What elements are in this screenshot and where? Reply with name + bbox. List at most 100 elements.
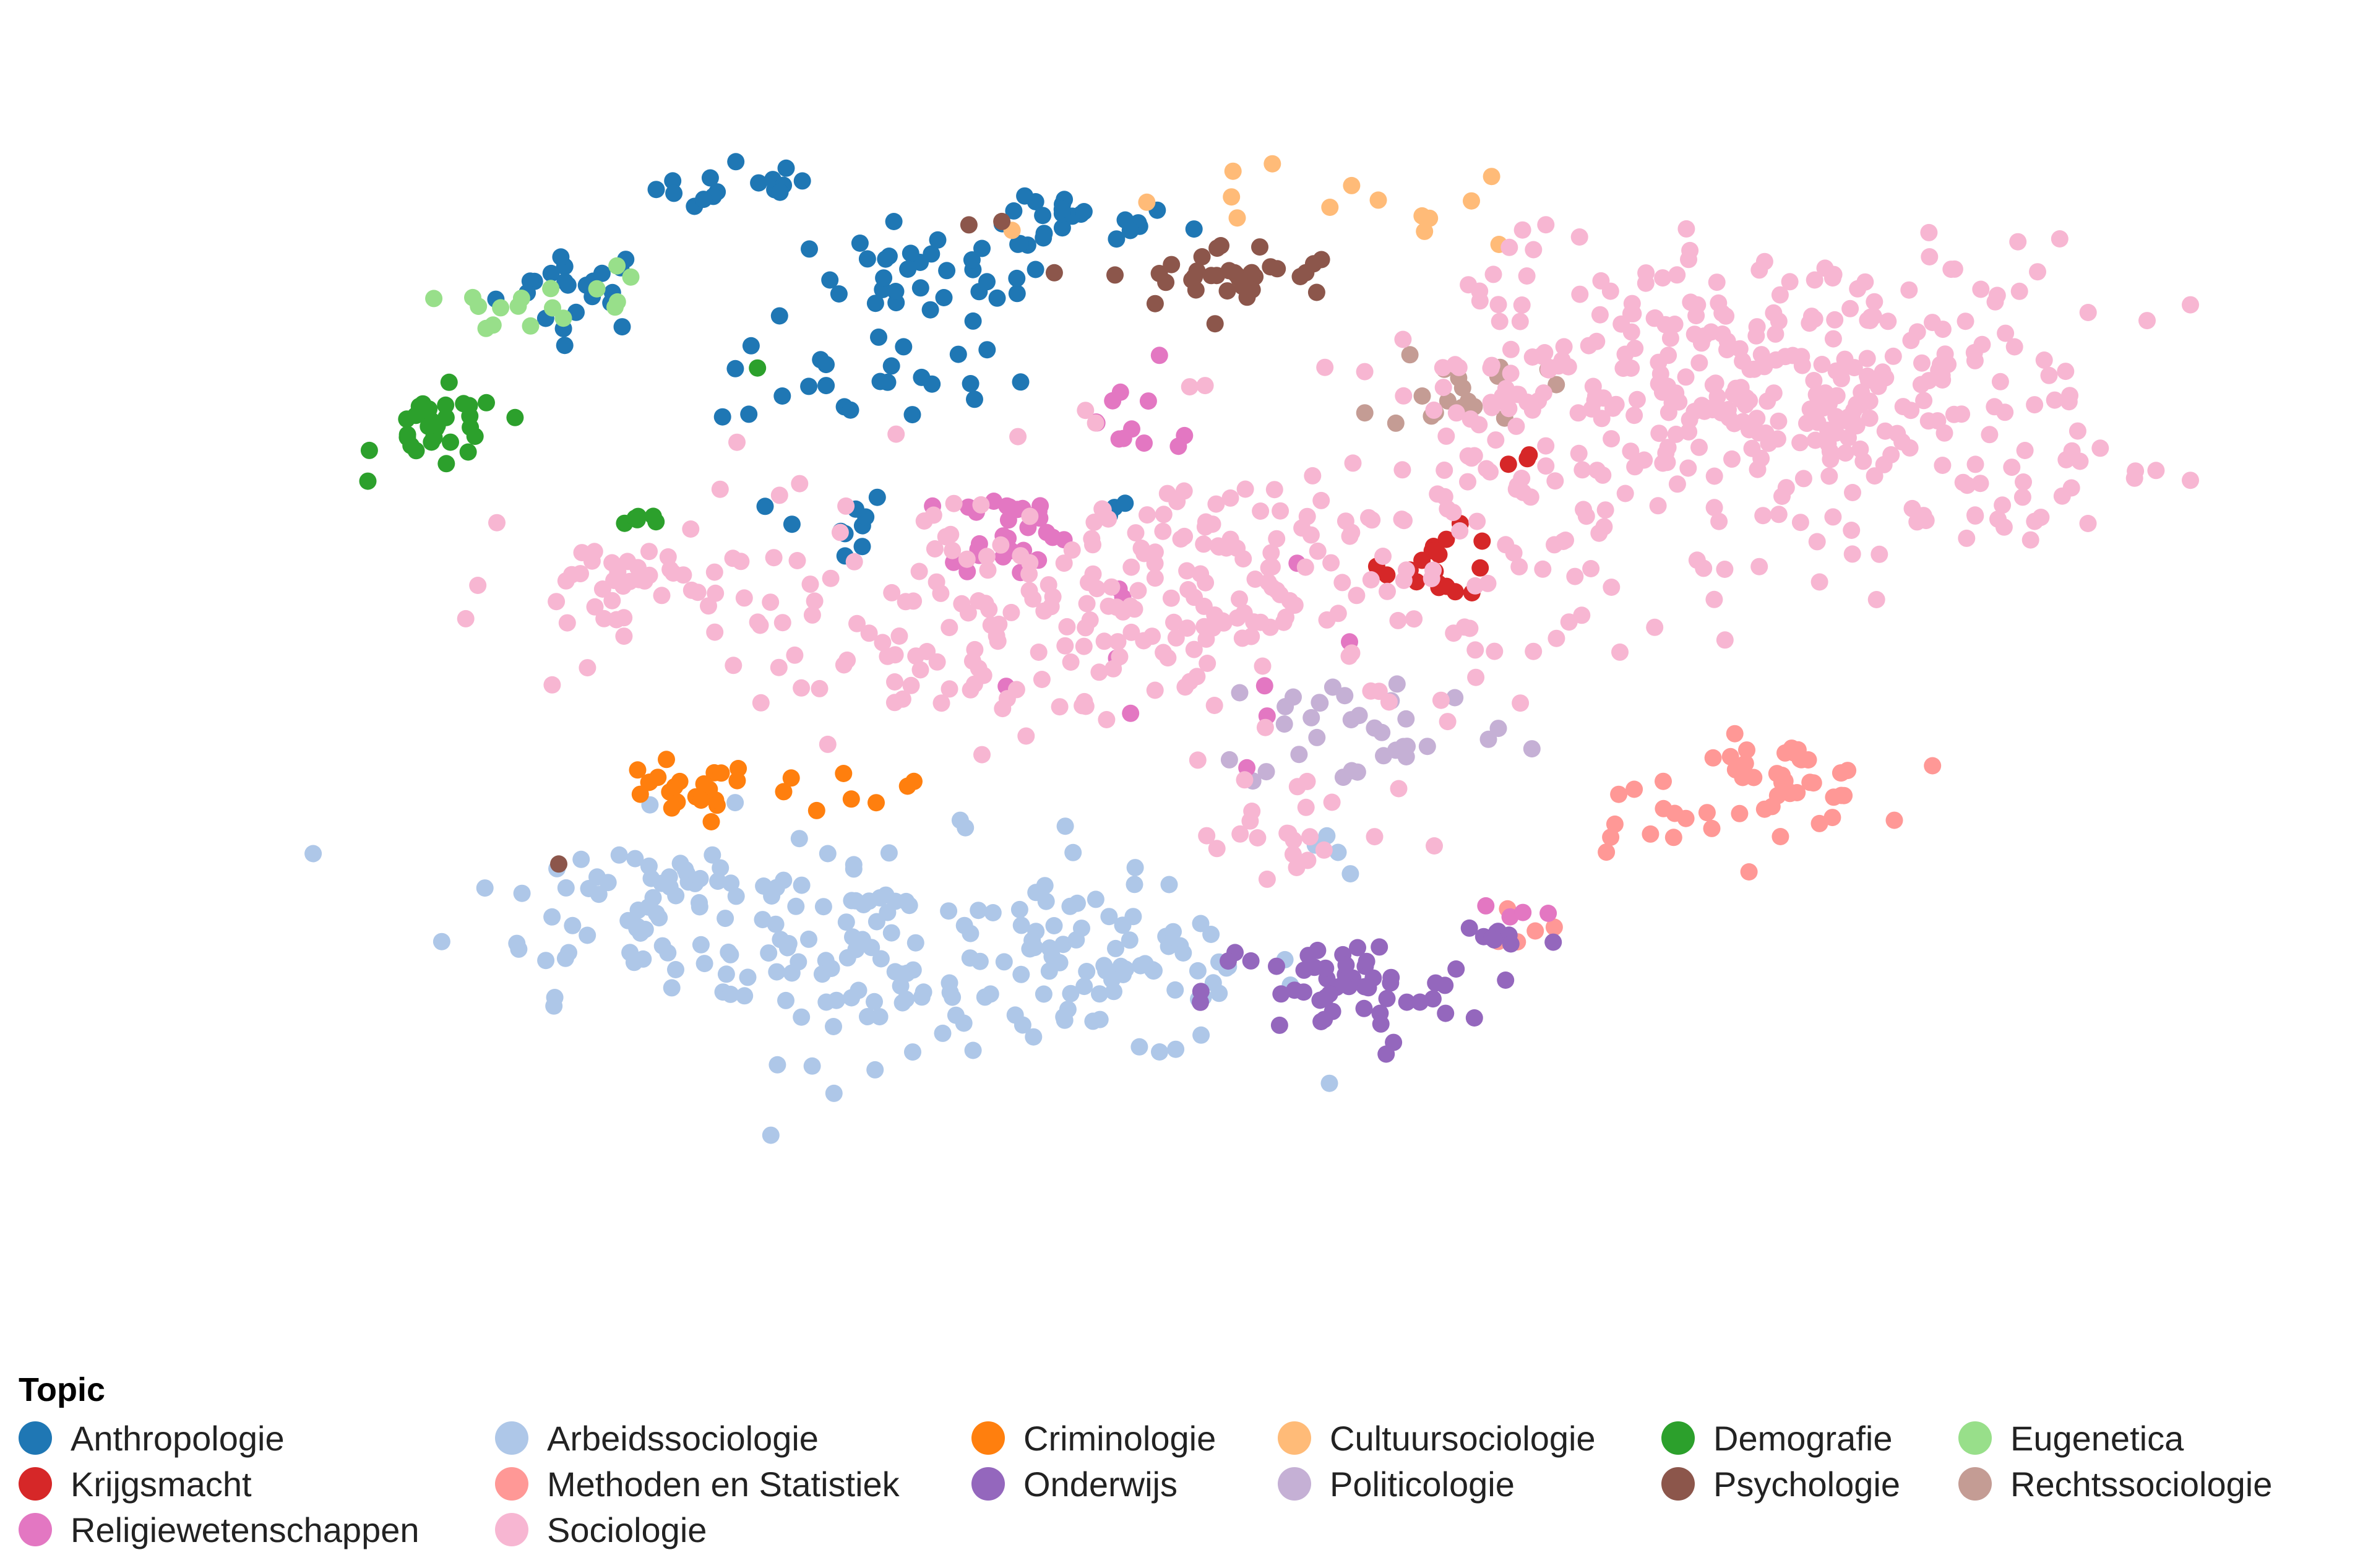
point-sociologie [2057, 363, 2075, 381]
point-arbeidssociologie [676, 861, 694, 879]
point-religiewetenschappen [998, 497, 1016, 515]
legend-item-onderwijs[interactable]: Onderwijs [971, 1463, 1278, 1504]
point-anthropologie [1008, 269, 1026, 287]
point-arbeidssociologie [825, 1018, 842, 1035]
point-religiewetenschappen [970, 535, 988, 553]
point-anthropologie [1075, 203, 1093, 220]
point-cultuursociologie [1421, 209, 1439, 227]
legend-item-demografie[interactable]: Demografie [1661, 1418, 1958, 1458]
point-arbeidssociologie [1012, 965, 1030, 983]
point-sociologie [682, 520, 700, 538]
legend-item-psychologie[interactable]: Psychologie [1661, 1463, 1958, 1504]
point-demografie [437, 455, 455, 473]
point-arbeidssociologie [1192, 1026, 1210, 1044]
point-sociologie [2009, 233, 2027, 251]
point-methoden-en-statistiek [1924, 757, 1942, 775]
point-sociologie [1849, 280, 1867, 298]
point-sociologie [1502, 340, 1520, 358]
point-sociologie [2032, 509, 2050, 526]
point-arbeidssociologie [768, 1056, 786, 1074]
point-sociologie [845, 553, 863, 571]
point-sociologie [1088, 580, 1106, 598]
point-anthropologie [949, 345, 967, 363]
legend-item-methoden-en-statistiek[interactable]: Methoden en Statistiek [495, 1463, 971, 1504]
point-onderwijs [1486, 931, 1504, 949]
point-sociologie [1888, 424, 1906, 442]
point-arbeidssociologie [721, 946, 739, 963]
legend-item-politicologie[interactable]: Politicologie [1278, 1463, 1661, 1504]
point-arbeidssociologie [1126, 859, 1144, 877]
point-arbeidssociologie [433, 933, 450, 950]
legend-item-rechtssociologie[interactable]: Rechtssociologie [1958, 1463, 2280, 1504]
point-sociologie [2079, 304, 2097, 321]
point-sociologie [1770, 312, 1788, 330]
point-sociologie [1702, 323, 1720, 341]
point-arbeidssociologie [845, 860, 863, 878]
point-sociologie [1668, 266, 1686, 284]
point-sociologie [1810, 573, 1828, 591]
point-methoden-en-statistiek [1642, 825, 1660, 843]
point-sociologie [1467, 668, 1485, 686]
point-sociologie [1708, 274, 1726, 291]
point-arbeidssociologie [819, 845, 837, 863]
point-politicologie [1231, 684, 1249, 702]
point-religiewetenschappen [1477, 897, 1495, 915]
point-arbeidssociologie [800, 930, 817, 948]
legend-item-arbeidssociologie[interactable]: Arbeidssociologie [495, 1418, 971, 1458]
point-anthropologie [701, 169, 719, 187]
legend-item-religiewetenschappen[interactable]: Religiewetenschappen [19, 1509, 495, 1550]
point-arbeidssociologie [537, 952, 555, 970]
point-sociologie [1207, 495, 1225, 513]
point-religiewetenschappen [1104, 392, 1122, 410]
point-cultuursociologie [1223, 188, 1241, 206]
point-sociologie [1155, 644, 1173, 661]
legend-item-criminologie[interactable]: Criminologie [971, 1418, 1278, 1458]
point-sociologie [765, 549, 783, 567]
point-arbeidssociologie [712, 859, 730, 877]
point-arbeidssociologie [557, 879, 575, 897]
point-onderwijs [1295, 961, 1313, 979]
point-arbeidssociologie [1091, 1010, 1109, 1028]
legend-label: Anthropologie [71, 1418, 285, 1458]
point-anthropologie [988, 289, 1006, 307]
point-sociologie [1994, 496, 2012, 514]
point-politicologie [1366, 719, 1384, 737]
point-sociologie [1966, 506, 1984, 524]
point-sociologie [1705, 499, 1723, 517]
point-sociologie [801, 575, 819, 593]
legend: Topic Anthropologie Arbeidssociologie Cr… [19, 1371, 2333, 1550]
point-arbeidssociologie [667, 961, 684, 978]
point-sociologie [1654, 269, 1672, 287]
point-sociologie [609, 563, 627, 581]
point-sociologie [1750, 424, 1768, 442]
point-sociologie [1908, 513, 1926, 531]
point-criminologie [658, 751, 675, 769]
point-sociologie [1309, 542, 1327, 560]
series-sociologie [457, 216, 2199, 888]
point-arbeidssociologie [653, 937, 671, 955]
point-eugenetica [509, 297, 527, 315]
point-anthropologie [727, 153, 745, 171]
point-sociologie [1734, 413, 1752, 431]
point-arbeidssociologie [866, 993, 883, 1010]
point-krijgsmacht [1471, 559, 1489, 577]
point-politicologie [1479, 730, 1497, 748]
point-sociologie [1078, 595, 1096, 613]
legend-item-cultuursociologie[interactable]: Cultuursociologie [1278, 1418, 1661, 1458]
legend-item-anthropologie[interactable]: Anthropologie [19, 1418, 495, 1458]
legend-item-sociologie[interactable]: Sociologie [495, 1509, 971, 1550]
point-religiewetenschappen [1514, 903, 1532, 921]
point-sociologie [1991, 373, 2009, 390]
point-arbeidssociologie [1174, 944, 1192, 962]
legend-item-eugenetica[interactable]: Eugenetica [1958, 1418, 2280, 1458]
point-sociologie [1798, 415, 1815, 433]
point-politicologie [1418, 738, 1436, 756]
point-sociologie [1315, 841, 1333, 859]
legend-item-krijgsmacht[interactable]: Krijgsmacht [19, 1463, 495, 1504]
point-sociologie [1743, 439, 1761, 457]
point-sociologie [1179, 581, 1197, 598]
point-anthropologie [665, 184, 683, 202]
point-arbeidssociologie [1166, 981, 1184, 999]
point-sociologie [1972, 280, 1990, 298]
point-sociologie [640, 543, 658, 561]
